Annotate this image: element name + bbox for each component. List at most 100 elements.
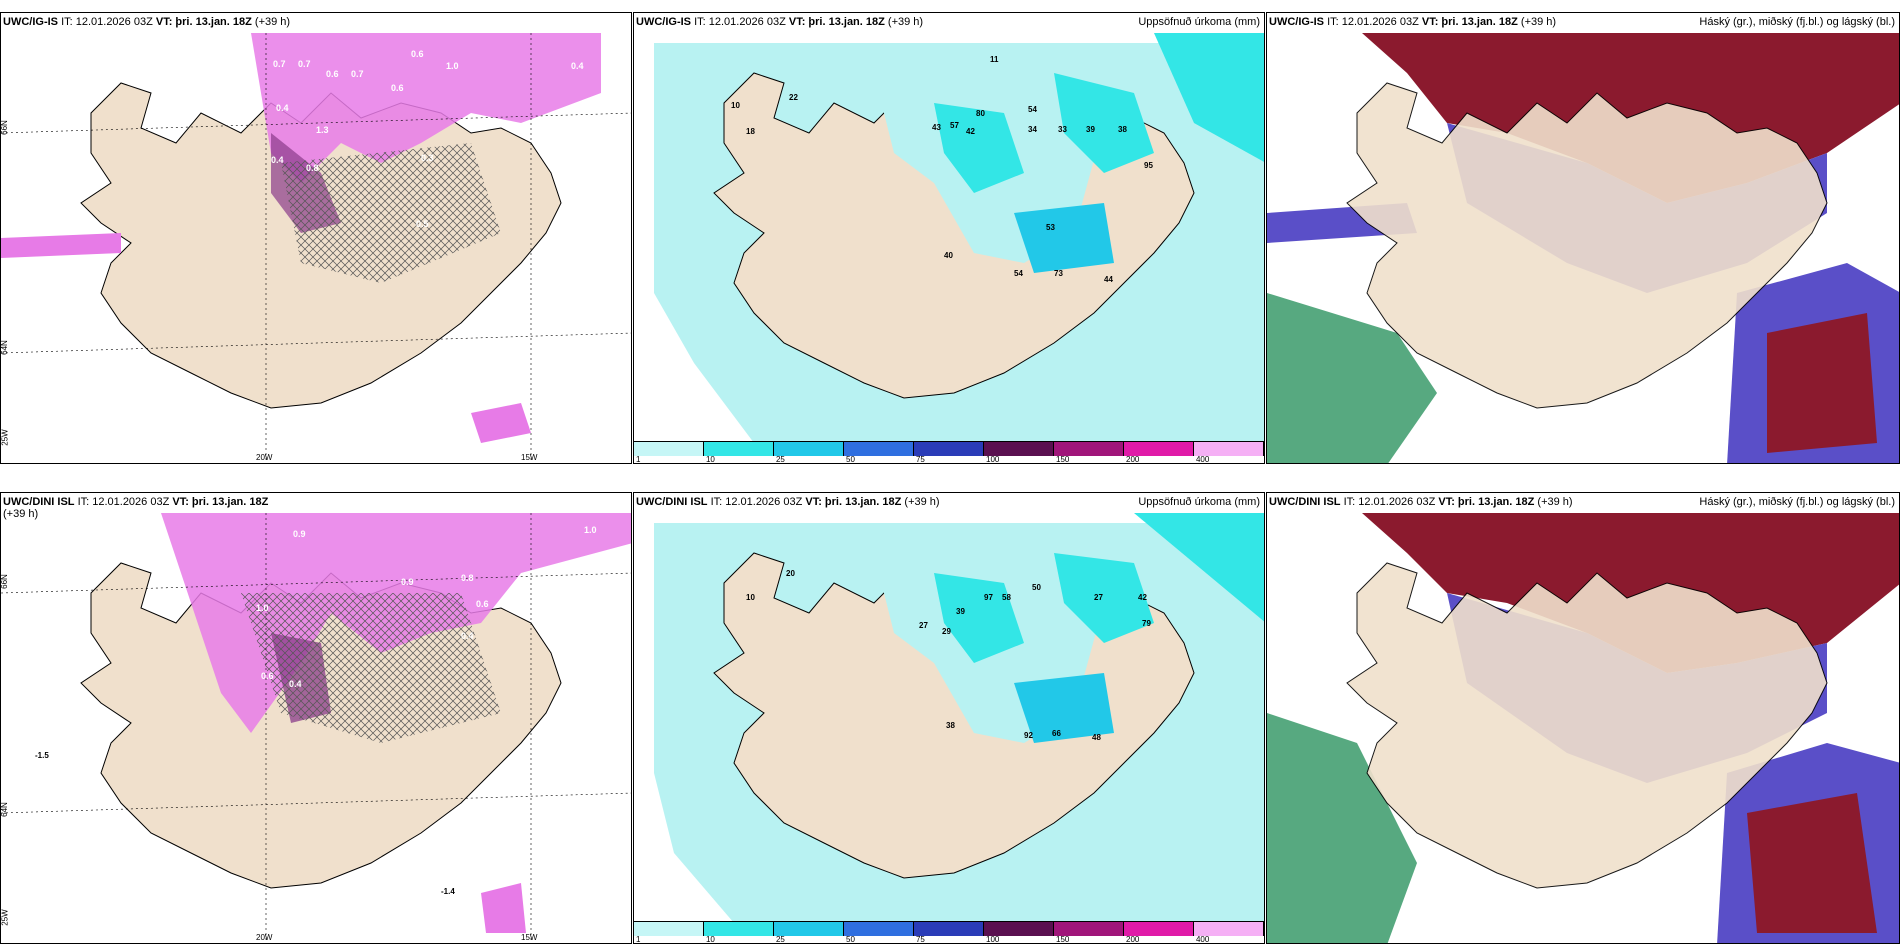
legend-swatch [1194, 442, 1264, 456]
lead-time: (+39 h) [3, 508, 39, 520]
legend-swatch [914, 922, 984, 936]
precip-value: 27 [919, 621, 928, 630]
panel-header: UWC/DINI ISL IT: 12.01.2026 03Z VT: þri.… [636, 496, 940, 508]
legend-tick: 25 [775, 935, 785, 944]
model-name: UWC/DINI ISL [636, 496, 708, 508]
valid-time: þri. 13.jan. 18Z [1441, 16, 1518, 28]
snow-value: 0.4 [571, 61, 584, 71]
precip-value: 29 [942, 627, 951, 636]
legend-swatch [1054, 442, 1124, 456]
precip-value: 34 [1028, 125, 1037, 134]
legend-tick: 150 [1056, 935, 1070, 944]
map-panel-wind-snow-bottom: UWC/DINI ISL IT: 12.01.2026 03Z VT: þri.… [0, 492, 632, 944]
legend-swatch [1124, 442, 1194, 456]
snow-value: 0.6 [476, 599, 489, 609]
valid-time: þri. 13.jan. 18Z [808, 16, 885, 28]
init-time: IT: 12.01.2026 03Z [1343, 496, 1436, 508]
model-name: UWC/IG-IS [636, 16, 691, 28]
snow-value: 1.0 [584, 525, 597, 535]
precip-legend: 1 10 25 50 75 100 150 200 400 [634, 921, 1264, 943]
legend-swatch [984, 442, 1054, 456]
legend-tick: 100 [986, 935, 1000, 944]
model-name: UWC/DINI ISL [1269, 496, 1341, 508]
cloud-title: Háský (gr.), miðský (fj.bl.) og lágský (… [1699, 16, 1895, 28]
iceland-map [1, 513, 631, 943]
temp-value: -1.5 [35, 751, 49, 760]
cloud-title: Háský (gr.), miðský (fj.bl.) og lágský (… [1699, 496, 1895, 508]
model-name: UWC/DINI ISL [3, 496, 75, 508]
legend-tick: 75 [915, 455, 925, 464]
lat-label: 64N [0, 802, 9, 817]
precip-value: 27 [1094, 593, 1103, 602]
temp-value: -1.4 [441, 887, 455, 896]
legend-swatch [704, 442, 774, 456]
lead-time: (+39 h) [887, 16, 924, 28]
valid-time-label: VT: [155, 16, 173, 28]
map-panel-precip-top: UWC/IG-IS IT: 12.01.2026 03Z VT: þri. 13… [633, 12, 1265, 464]
snow-value: 0.6 [326, 69, 339, 79]
precip-value: 58 [1002, 593, 1011, 602]
legend-swatch [774, 442, 844, 456]
legend-swatch [1054, 922, 1124, 936]
precip-value: 50 [1032, 583, 1041, 592]
precip-value: 54 [1014, 269, 1023, 278]
init-time: IT: 12.01.2026 03Z [1327, 16, 1419, 28]
snow-value: 1.0 [446, 61, 459, 71]
lat-label: 25W [0, 429, 10, 446]
valid-time-label: VT: [172, 496, 189, 508]
legend-tick: 75 [915, 935, 925, 944]
precip-value: 79 [1142, 619, 1151, 628]
iceland-map [1, 33, 631, 463]
snow-value: 1.0 [256, 603, 269, 613]
precip-value: 39 [956, 607, 965, 616]
precip-value: 73 [1054, 269, 1063, 278]
precip-value: 10 [746, 593, 755, 602]
legend-ticks: 1 10 25 50 75 100 150 200 400 [634, 935, 1264, 943]
lat-label: 25W [0, 909, 10, 926]
snow-value: 0.7 [298, 59, 311, 69]
lon-label: 20W [256, 453, 273, 462]
panel-header: UWC/IG-IS IT: 12.01.2026 03Z VT: þri. 13… [3, 16, 290, 28]
model-name: UWC/IG-IS [1269, 16, 1324, 28]
legend-swatch [704, 922, 774, 936]
snow-value: 0.7 [351, 69, 364, 79]
precip-value: 40 [944, 251, 953, 260]
map-panel-precip-bottom: UWC/DINI ISL IT: 12.01.2026 03Z VT: þri.… [633, 492, 1265, 944]
legend-swatch [914, 442, 984, 456]
precip-value: 48 [1092, 733, 1101, 742]
legend-swatch [634, 922, 704, 936]
snow-value: 0.4 [461, 631, 474, 641]
legend-tick: 10 [705, 455, 715, 464]
snow-value: 0.4 [289, 679, 302, 689]
init-time: IT: 12.01.2026 03Z [61, 16, 153, 28]
snow-value: 0.6 [261, 671, 274, 681]
valid-time: þri. 13.jan. 18Z [1457, 496, 1535, 508]
init-time: IT: 12.01.2026 03Z [694, 16, 786, 28]
precip-value: 38 [946, 721, 955, 730]
lon-label: 15W [521, 453, 538, 462]
panel-header: UWC/IG-IS IT: 12.01.2026 03Z VT: þri. 13… [636, 16, 923, 28]
legend-swatch [844, 922, 914, 936]
init-time: IT: 12.01.2026 03Z [77, 496, 170, 508]
lat-label: 66N [0, 120, 9, 135]
precip-value: 22 [789, 93, 798, 102]
legend-tick: 200 [1126, 455, 1140, 464]
legend-swatch [1124, 922, 1194, 936]
precip-value: 10 [731, 101, 740, 110]
snow-value: 0.7 [273, 59, 286, 69]
valid-time-label: VT: [1421, 16, 1439, 28]
snow-value: 0.4 [276, 103, 289, 113]
precip-value: 20 [786, 569, 795, 578]
valid-time: þri. 13.jan. 18Z [824, 496, 902, 508]
legend-tick: 50 [846, 455, 855, 464]
snow-value: 0.9 [401, 577, 414, 587]
legend-swatch [984, 922, 1054, 936]
legend-tick: 400 [1195, 935, 1210, 944]
precip-value: 66 [1052, 729, 1061, 738]
iceland-map [634, 33, 1264, 443]
snow-value: 0.8 [461, 573, 474, 583]
map-panel-clouds-bottom: UWC/DINI ISL IT: 12.01.2026 03Z VT: þri.… [1266, 492, 1900, 944]
model-name: UWC/IG-IS [3, 16, 58, 28]
legend-swatch [1194, 922, 1264, 936]
snow-value: 0.8 [306, 163, 319, 173]
